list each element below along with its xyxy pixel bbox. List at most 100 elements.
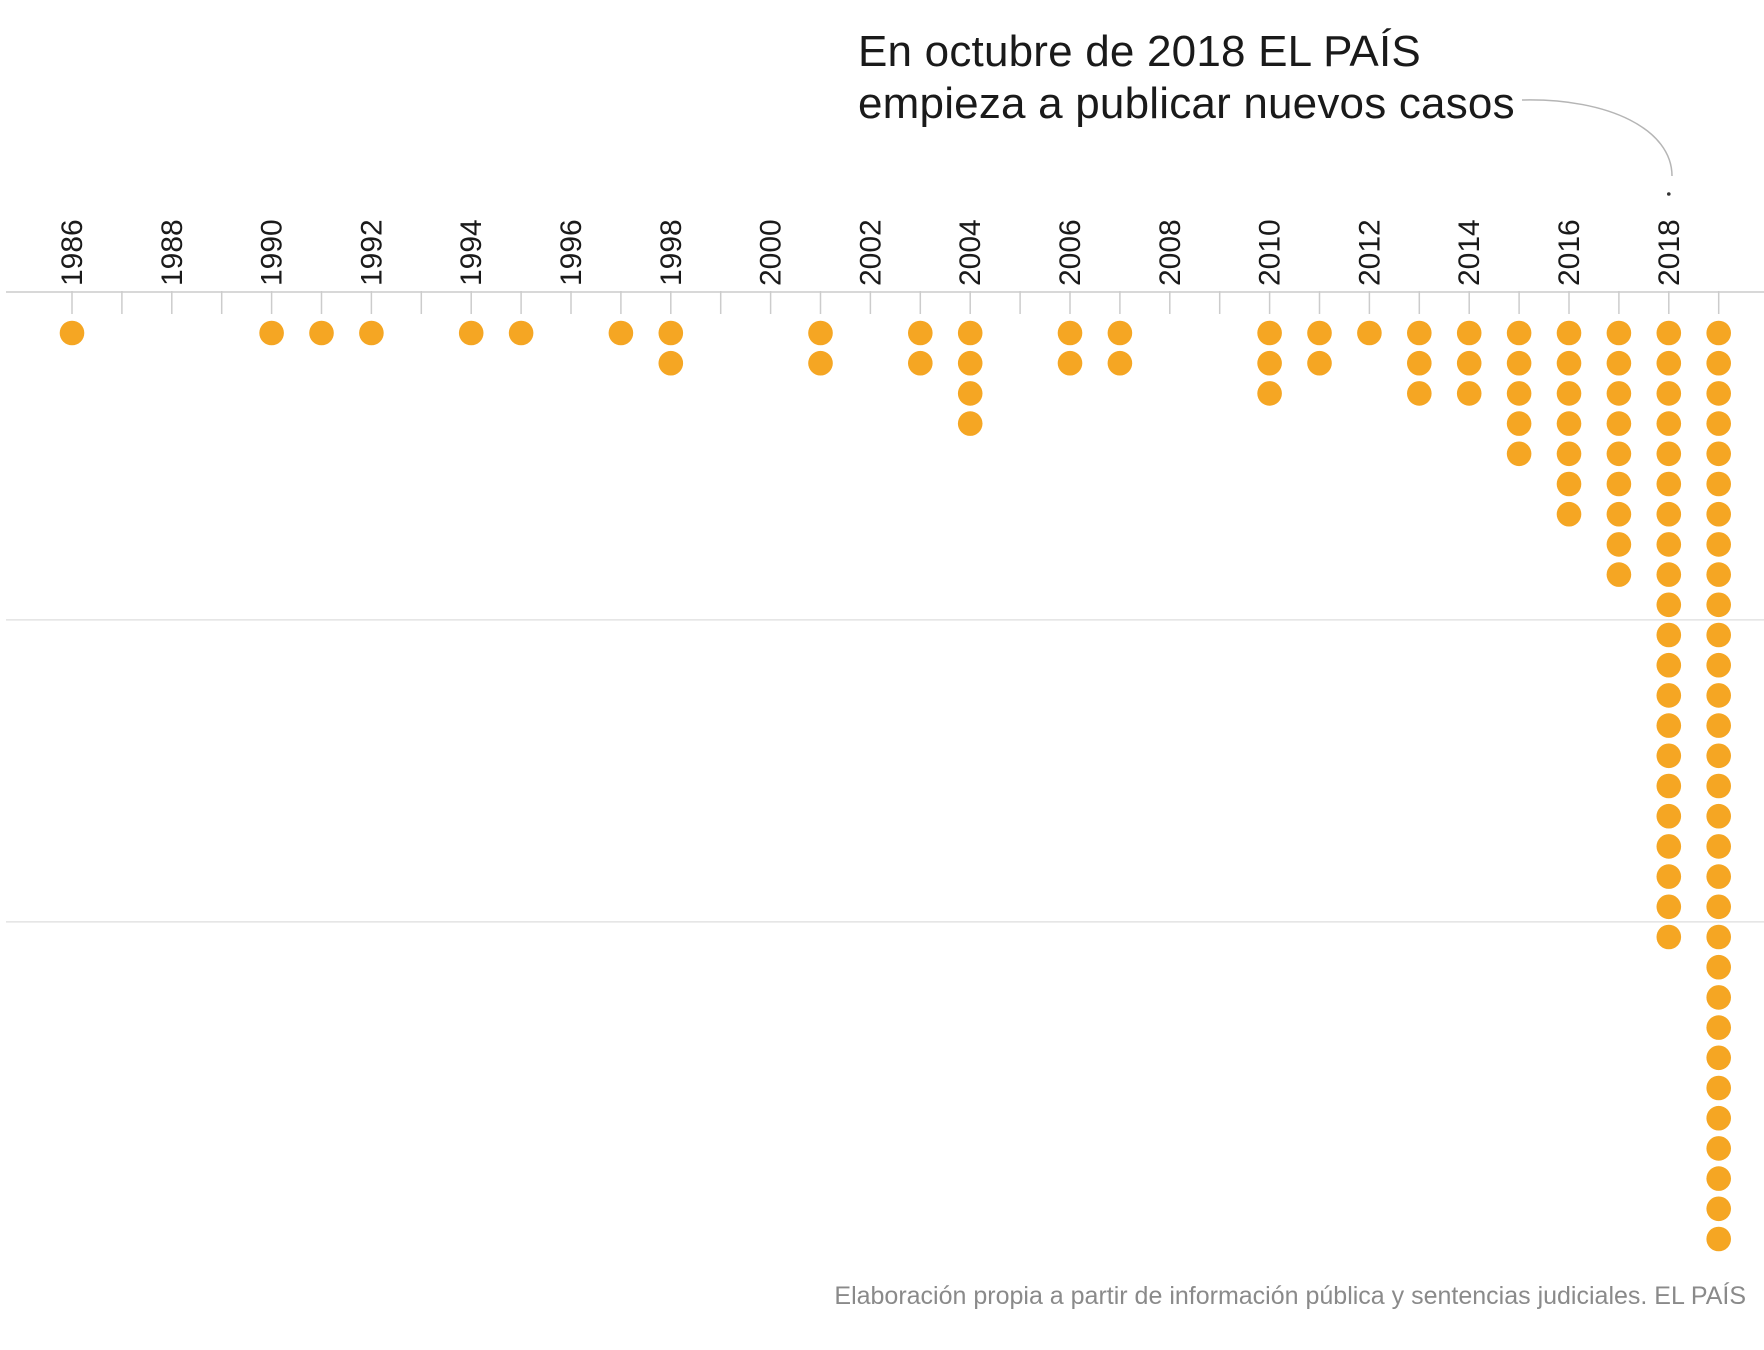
case-dot-2018-10 — [1656, 592, 1682, 618]
case-dot-2015-4 — [1506, 411, 1532, 436]
case-dot-2019-17 — [1706, 803, 1731, 829]
case-dot-2019-1 — [1706, 320, 1731, 346]
case-dot-2016-1 — [1556, 320, 1582, 346]
case-dot-2019-23 — [1706, 985, 1731, 1010]
case-dot-2018-14 — [1656, 713, 1682, 738]
case-dot-2016-3 — [1556, 381, 1582, 406]
x-tick-label: 1986 — [56, 219, 89, 286]
annotation-line-2: empieza a publicar nuevos casos — [858, 79, 1515, 128]
case-dot-2010-2 — [1257, 350, 1282, 376]
case-dot-2019-27 — [1706, 1105, 1731, 1131]
case-dot-2012-1 — [1357, 320, 1382, 346]
case-dot-2006-1 — [1057, 320, 1083, 346]
case-dot-1995-1 — [508, 320, 534, 346]
case-dot-2017-5 — [1606, 441, 1632, 467]
case-dot-2017-9 — [1606, 562, 1632, 587]
case-dot-1991-1 — [309, 320, 334, 346]
case-dot-2019-11 — [1706, 622, 1731, 648]
x-tick-label: 1992 — [355, 219, 388, 286]
x-tick-label: 1998 — [655, 219, 688, 286]
case-dot-2018-11 — [1656, 622, 1682, 648]
case-dot-2016-6 — [1556, 471, 1582, 497]
case-dot-2013-1 — [1407, 320, 1432, 346]
case-dot-2010-3 — [1257, 381, 1282, 406]
x-tick-label: 1988 — [156, 219, 189, 286]
case-dot-2019-4 — [1706, 411, 1731, 436]
case-dot-1986-1 — [59, 320, 85, 346]
gridlines — [6, 619, 1764, 923]
case-dot-2018-7 — [1656, 501, 1682, 527]
case-dot-2011-2 — [1307, 350, 1332, 376]
x-tick-label: 2018 — [1653, 219, 1686, 286]
x-tick-label: 2008 — [1154, 219, 1187, 286]
case-dot-2015-3 — [1506, 381, 1532, 406]
case-dot-1998-2 — [658, 350, 684, 376]
x-tick-label: 1990 — [256, 219, 289, 286]
x-tick-label: 2004 — [954, 219, 987, 286]
case-dot-2017-3 — [1606, 381, 1632, 406]
x-tick-label: 1996 — [555, 219, 588, 286]
annotation-line-1: En octubre de 2018 EL PAÍS — [858, 27, 1421, 76]
annotation-connector-dot — [1667, 192, 1671, 196]
case-dot-2016-2 — [1556, 350, 1582, 376]
case-dot-2018-1 — [1656, 320, 1682, 346]
case-dot-2018-21 — [1656, 924, 1682, 950]
x-axis-tick-labels: 1986 1988 1990 1992 1994 1996 1998 2000 2002 2004… — [56, 219, 1686, 286]
x-tick-label: 2000 — [755, 219, 788, 286]
x-tick-label: 2010 — [1254, 219, 1287, 286]
case-dot-2019-8 — [1706, 532, 1731, 557]
case-dot-2019-7 — [1706, 501, 1731, 527]
case-dot-2018-15 — [1656, 743, 1682, 769]
case-dot-2013-2 — [1407, 350, 1432, 376]
case-dot-2004-1 — [957, 320, 983, 346]
case-dot-1992-1 — [359, 320, 384, 346]
case-dot-2018-13 — [1656, 683, 1682, 708]
case-dot-1990-1 — [259, 320, 284, 346]
case-dot-2017-6 — [1606, 471, 1632, 497]
case-dot-2019-19 — [1706, 864, 1731, 889]
case-dot-2016-7 — [1556, 501, 1582, 527]
case-dot-2017-8 — [1606, 532, 1632, 557]
case-dot-2019-6 — [1706, 471, 1731, 497]
case-dot-2018-20 — [1656, 894, 1682, 920]
case-dot-2019-18 — [1706, 834, 1731, 859]
case-dot-2019-15 — [1706, 743, 1731, 769]
case-dot-2019-26 — [1706, 1075, 1731, 1101]
source-note: Elaboración propia a partir de informaci… — [834, 1282, 1746, 1310]
x-tick-label: 2014 — [1453, 219, 1486, 286]
case-dot-2017-7 — [1606, 501, 1632, 527]
case-dot-2019-14 — [1706, 713, 1731, 738]
case-dot-2013-3 — [1407, 381, 1432, 406]
annotation-connector-line — [1521, 99, 1673, 177]
case-dot-2018-6 — [1656, 471, 1682, 497]
case-dot-2018-5 — [1656, 441, 1682, 467]
x-axis — [6, 291, 1764, 314]
case-dot-2017-2 — [1606, 350, 1632, 376]
case-dot-2004-4 — [957, 411, 983, 436]
case-dot-2001-2 — [808, 350, 833, 376]
case-dot-2019-21 — [1706, 924, 1731, 950]
case-dot-1994-1 — [458, 320, 484, 346]
case-dot-2010-1 — [1257, 320, 1282, 346]
annotation-text: En octubre de 2018 EL PAÍS empieza a pub… — [858, 26, 1515, 130]
case-dot-2003-1 — [908, 320, 933, 346]
case-dot-2018-2 — [1656, 350, 1682, 376]
case-dot-2018-3 — [1656, 381, 1682, 406]
case-dot-2015-5 — [1506, 441, 1532, 467]
x-tick-label: 2006 — [1054, 219, 1087, 286]
case-dot-2019-31 — [1706, 1226, 1731, 1252]
case-dot-2014-2 — [1456, 350, 1482, 376]
case-dot-2019-12 — [1706, 652, 1731, 678]
case-dot-1997-1 — [608, 320, 634, 346]
case-dot-2019-29 — [1706, 1166, 1731, 1191]
case-dot-2018-12 — [1656, 652, 1682, 678]
case-dot-2019-9 — [1706, 562, 1731, 587]
case-dot-2015-2 — [1506, 350, 1532, 376]
case-dot-2004-3 — [957, 381, 983, 406]
case-dot-2018-4 — [1656, 411, 1682, 436]
case-dot-2019-30 — [1706, 1196, 1731, 1222]
case-dot-2014-3 — [1456, 381, 1482, 406]
case-dot-1998-1 — [658, 320, 684, 346]
case-dot-2019-2 — [1706, 350, 1731, 376]
